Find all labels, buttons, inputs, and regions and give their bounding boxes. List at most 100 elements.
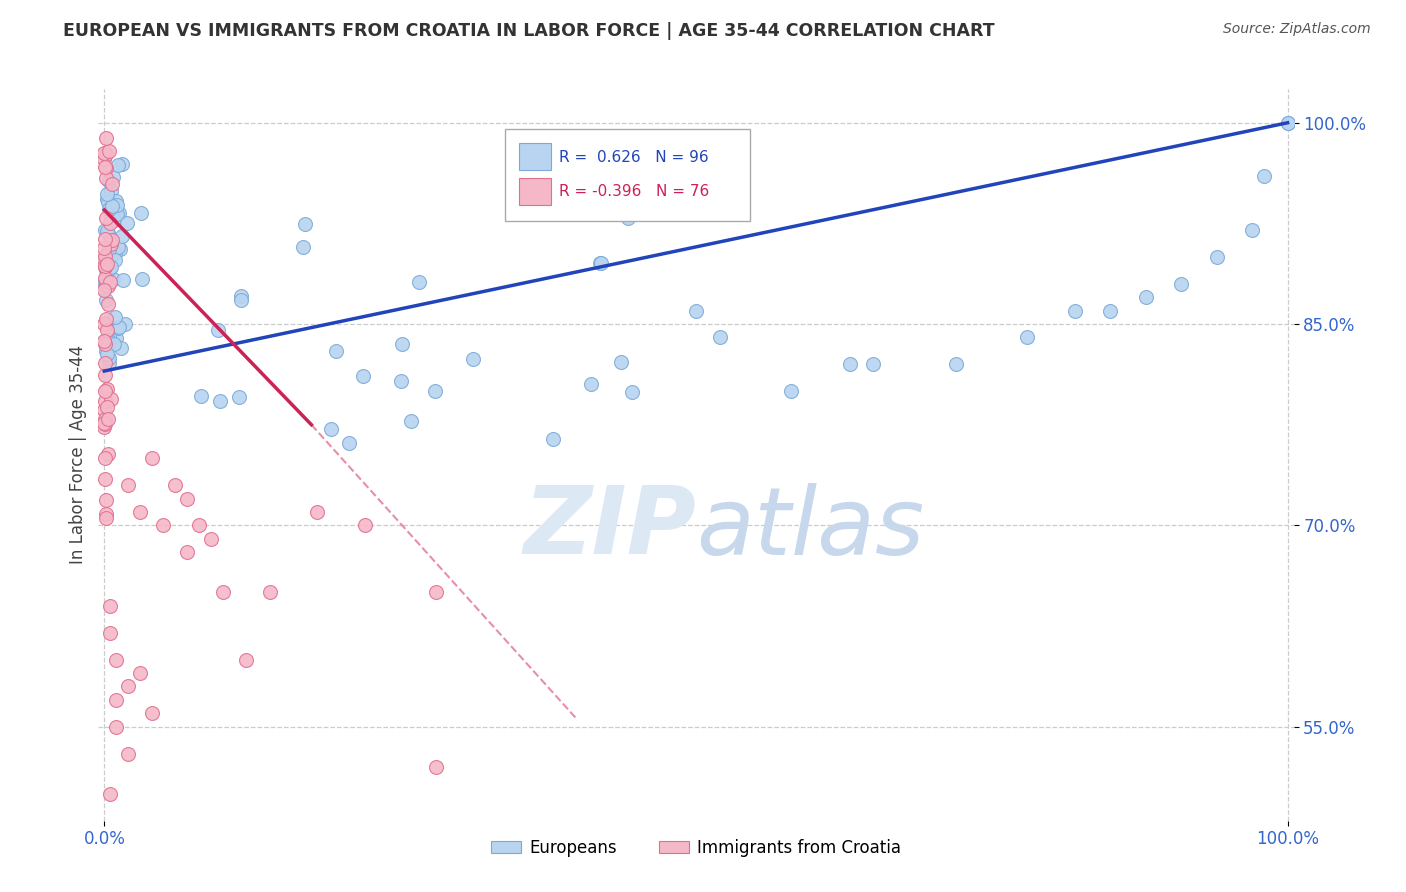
Point [105, 198, 128, 212]
Text: EUROPEAN VS IMMIGRANTS FROM CROATIA IN LABOR FORCE | AGE 35-44 CORRELATION CHART: EUROPEAN VS IMMIGRANTS FROM CROATIA IN L… [63, 22, 995, 40]
Point [103, 272, 125, 286]
Point [98, 356, 121, 370]
Point [176, 491, 198, 506]
Point [100, 237, 122, 252]
Point [111, 157, 134, 171]
Point [101, 233, 124, 247]
Point [94, 278, 117, 293]
Point [229, 289, 252, 303]
Point [93, 416, 115, 430]
Legend: Europeans, Immigrants from Croatia: Europeans, Immigrants from Croatia [484, 832, 908, 863]
Point [93, 356, 115, 370]
Point [107, 240, 129, 254]
Point [96, 293, 118, 307]
Point [96, 401, 118, 415]
Point [104, 194, 127, 208]
Point [97, 194, 120, 209]
Point [96, 382, 118, 396]
Point [779, 384, 801, 399]
Point [294, 217, 316, 231]
Point [93, 419, 115, 434]
Point [100, 184, 122, 198]
Point [96, 248, 118, 262]
Point [589, 255, 612, 269]
Point [94, 312, 117, 326]
Point [94, 260, 117, 274]
Point [100, 177, 122, 191]
Point [104, 246, 127, 260]
Point [1063, 303, 1085, 318]
Point [97, 333, 120, 347]
Point [190, 389, 212, 403]
Point [96, 342, 118, 356]
Point [117, 680, 139, 694]
Point [188, 518, 211, 533]
Point [98, 787, 121, 801]
Point [115, 216, 138, 230]
Point [94, 472, 117, 486]
Point [98, 329, 121, 343]
Point [111, 229, 134, 244]
Point [94, 333, 117, 347]
Point [108, 242, 131, 256]
Point [98, 202, 121, 217]
Point [609, 355, 631, 369]
Point [352, 369, 374, 384]
Point [231, 293, 253, 307]
Point [114, 317, 136, 331]
Point [97, 447, 120, 461]
Point [1277, 116, 1299, 130]
Point [103, 310, 125, 324]
Point [98, 599, 121, 613]
Point [94, 161, 117, 175]
Point [207, 323, 229, 337]
Point [321, 422, 343, 436]
Point [617, 211, 640, 226]
Point [391, 336, 413, 351]
Point [98, 242, 121, 256]
FancyBboxPatch shape [519, 178, 551, 205]
Point [110, 341, 132, 355]
Point [94, 171, 117, 186]
Point [93, 317, 115, 331]
Point [1205, 250, 1227, 264]
Point [353, 518, 375, 533]
Point [94, 368, 117, 383]
Point [97, 351, 120, 366]
Point [131, 271, 153, 285]
Text: atlas: atlas [696, 483, 924, 574]
Point [307, 505, 329, 519]
Point [685, 303, 707, 318]
Point [152, 518, 174, 533]
Point [108, 206, 131, 220]
Point [117, 747, 139, 761]
Point [108, 319, 131, 334]
Point [105, 331, 128, 345]
Point [228, 390, 250, 404]
Point [97, 411, 120, 425]
Point [259, 585, 281, 599]
Point [98, 351, 121, 365]
Point [235, 652, 257, 666]
Point [1017, 330, 1039, 344]
Point [1253, 169, 1275, 184]
Point [96, 323, 118, 337]
Point [96, 492, 118, 507]
Point [94, 259, 117, 273]
Point [425, 760, 447, 774]
Point [94, 232, 117, 246]
Point [94, 412, 117, 426]
Point [176, 545, 198, 559]
Point [96, 347, 118, 361]
Point [100, 392, 122, 407]
Point [96, 343, 118, 358]
Point [93, 152, 115, 166]
Point [98, 216, 121, 230]
Point [107, 320, 129, 334]
Point [98, 275, 121, 289]
Point [97, 244, 120, 259]
Point [141, 706, 163, 721]
Point [141, 451, 163, 466]
Point [103, 336, 125, 351]
Point [93, 402, 115, 417]
